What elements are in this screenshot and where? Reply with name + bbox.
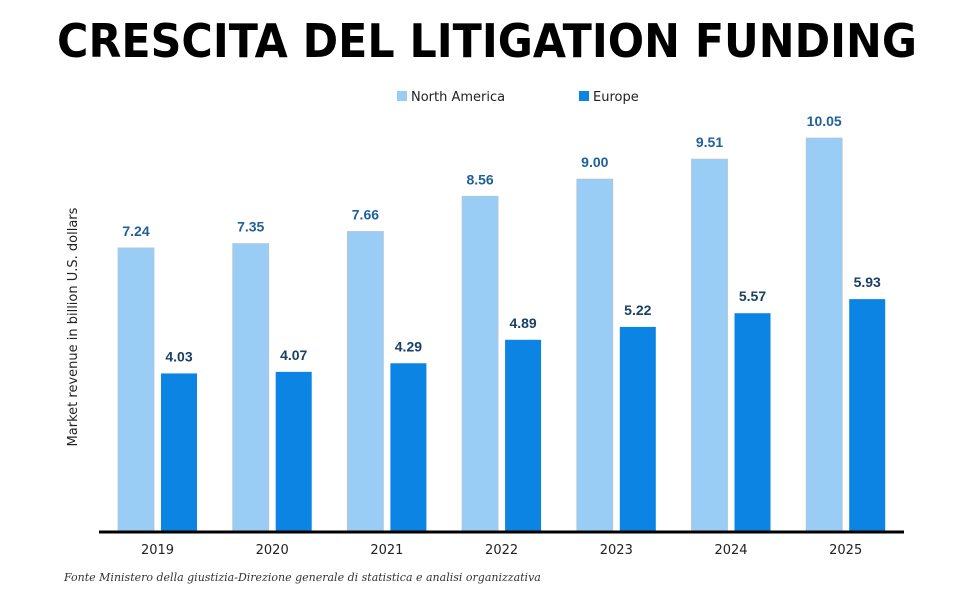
bar-europe-2022	[505, 339, 542, 531]
x-tick-label-2020: 2020	[256, 543, 289, 558]
bar-europe-2020	[275, 371, 312, 531]
bars	[117, 137, 886, 532]
chart-title: CRESCITA DEL LITIGATION FUNDING	[57, 14, 917, 68]
x-tick-label-2024: 2024	[714, 543, 747, 558]
data-label-north-america-2022: 8.56	[466, 171, 493, 187]
bar-north-america-2025	[805, 137, 843, 532]
data-label-europe-2020: 4.07	[280, 347, 307, 363]
data-label-europe-2019: 4.03	[165, 348, 192, 364]
x-tick-label-2022: 2022	[485, 543, 518, 558]
x-tick-labels: 2019 2020 2021 2022 2023 2024 2025	[141, 543, 862, 558]
bar-north-america-2023	[576, 178, 614, 532]
y-axis-label: Market revenue in billion U.S. dollars	[66, 207, 81, 446]
bar-europe-2024	[734, 313, 771, 531]
data-label-north-america-2021: 7.66	[352, 206, 379, 222]
legend-swatch-europe	[579, 91, 589, 101]
data-label-europe-2024: 5.57	[739, 288, 766, 304]
x-tick-label-2021: 2021	[370, 543, 403, 558]
legend-label-europe: Europe	[593, 90, 639, 105]
bar-north-america-2020	[232, 243, 270, 532]
x-tick-label-2019: 2019	[141, 543, 174, 558]
data-labels: 7.24 4.03 7.35 4.07 7.66 4.29 8.56 4.89 9.00 5.22…	[122, 113, 881, 364]
legend: North America Europe	[397, 90, 639, 105]
bar-north-america-2022	[461, 195, 499, 532]
data-label-north-america-2024: 9.51	[696, 134, 723, 150]
x-tick-label-2025: 2025	[829, 543, 862, 558]
data-label-north-america-2019: 7.24	[122, 223, 149, 239]
x-tick-label-2023: 2023	[600, 543, 633, 558]
data-label-europe-2023: 5.22	[624, 302, 651, 318]
data-label-north-america-2023: 9.00	[581, 154, 608, 170]
legend-swatch-north-america	[397, 91, 407, 101]
data-label-europe-2021: 4.29	[395, 338, 422, 354]
bar-europe-2021	[390, 363, 427, 531]
bar-north-america-2019	[117, 247, 155, 532]
data-label-north-america-2025: 10.05	[807, 113, 842, 129]
bar-europe-2023	[619, 326, 656, 531]
data-label-europe-2022: 4.89	[509, 315, 536, 331]
legend-label-north-america: North America	[411, 90, 505, 105]
bar-north-america-2021	[346, 231, 384, 532]
bar-europe-2019	[161, 373, 197, 531]
source-note: Fonte Ministero della giustizia-Direzion…	[64, 571, 541, 584]
bar-north-america-2024	[691, 158, 728, 532]
data-label-europe-2025: 5.93	[854, 274, 881, 290]
data-label-north-america-2020: 7.35	[237, 219, 264, 235]
bar-europe-2025	[849, 299, 886, 531]
